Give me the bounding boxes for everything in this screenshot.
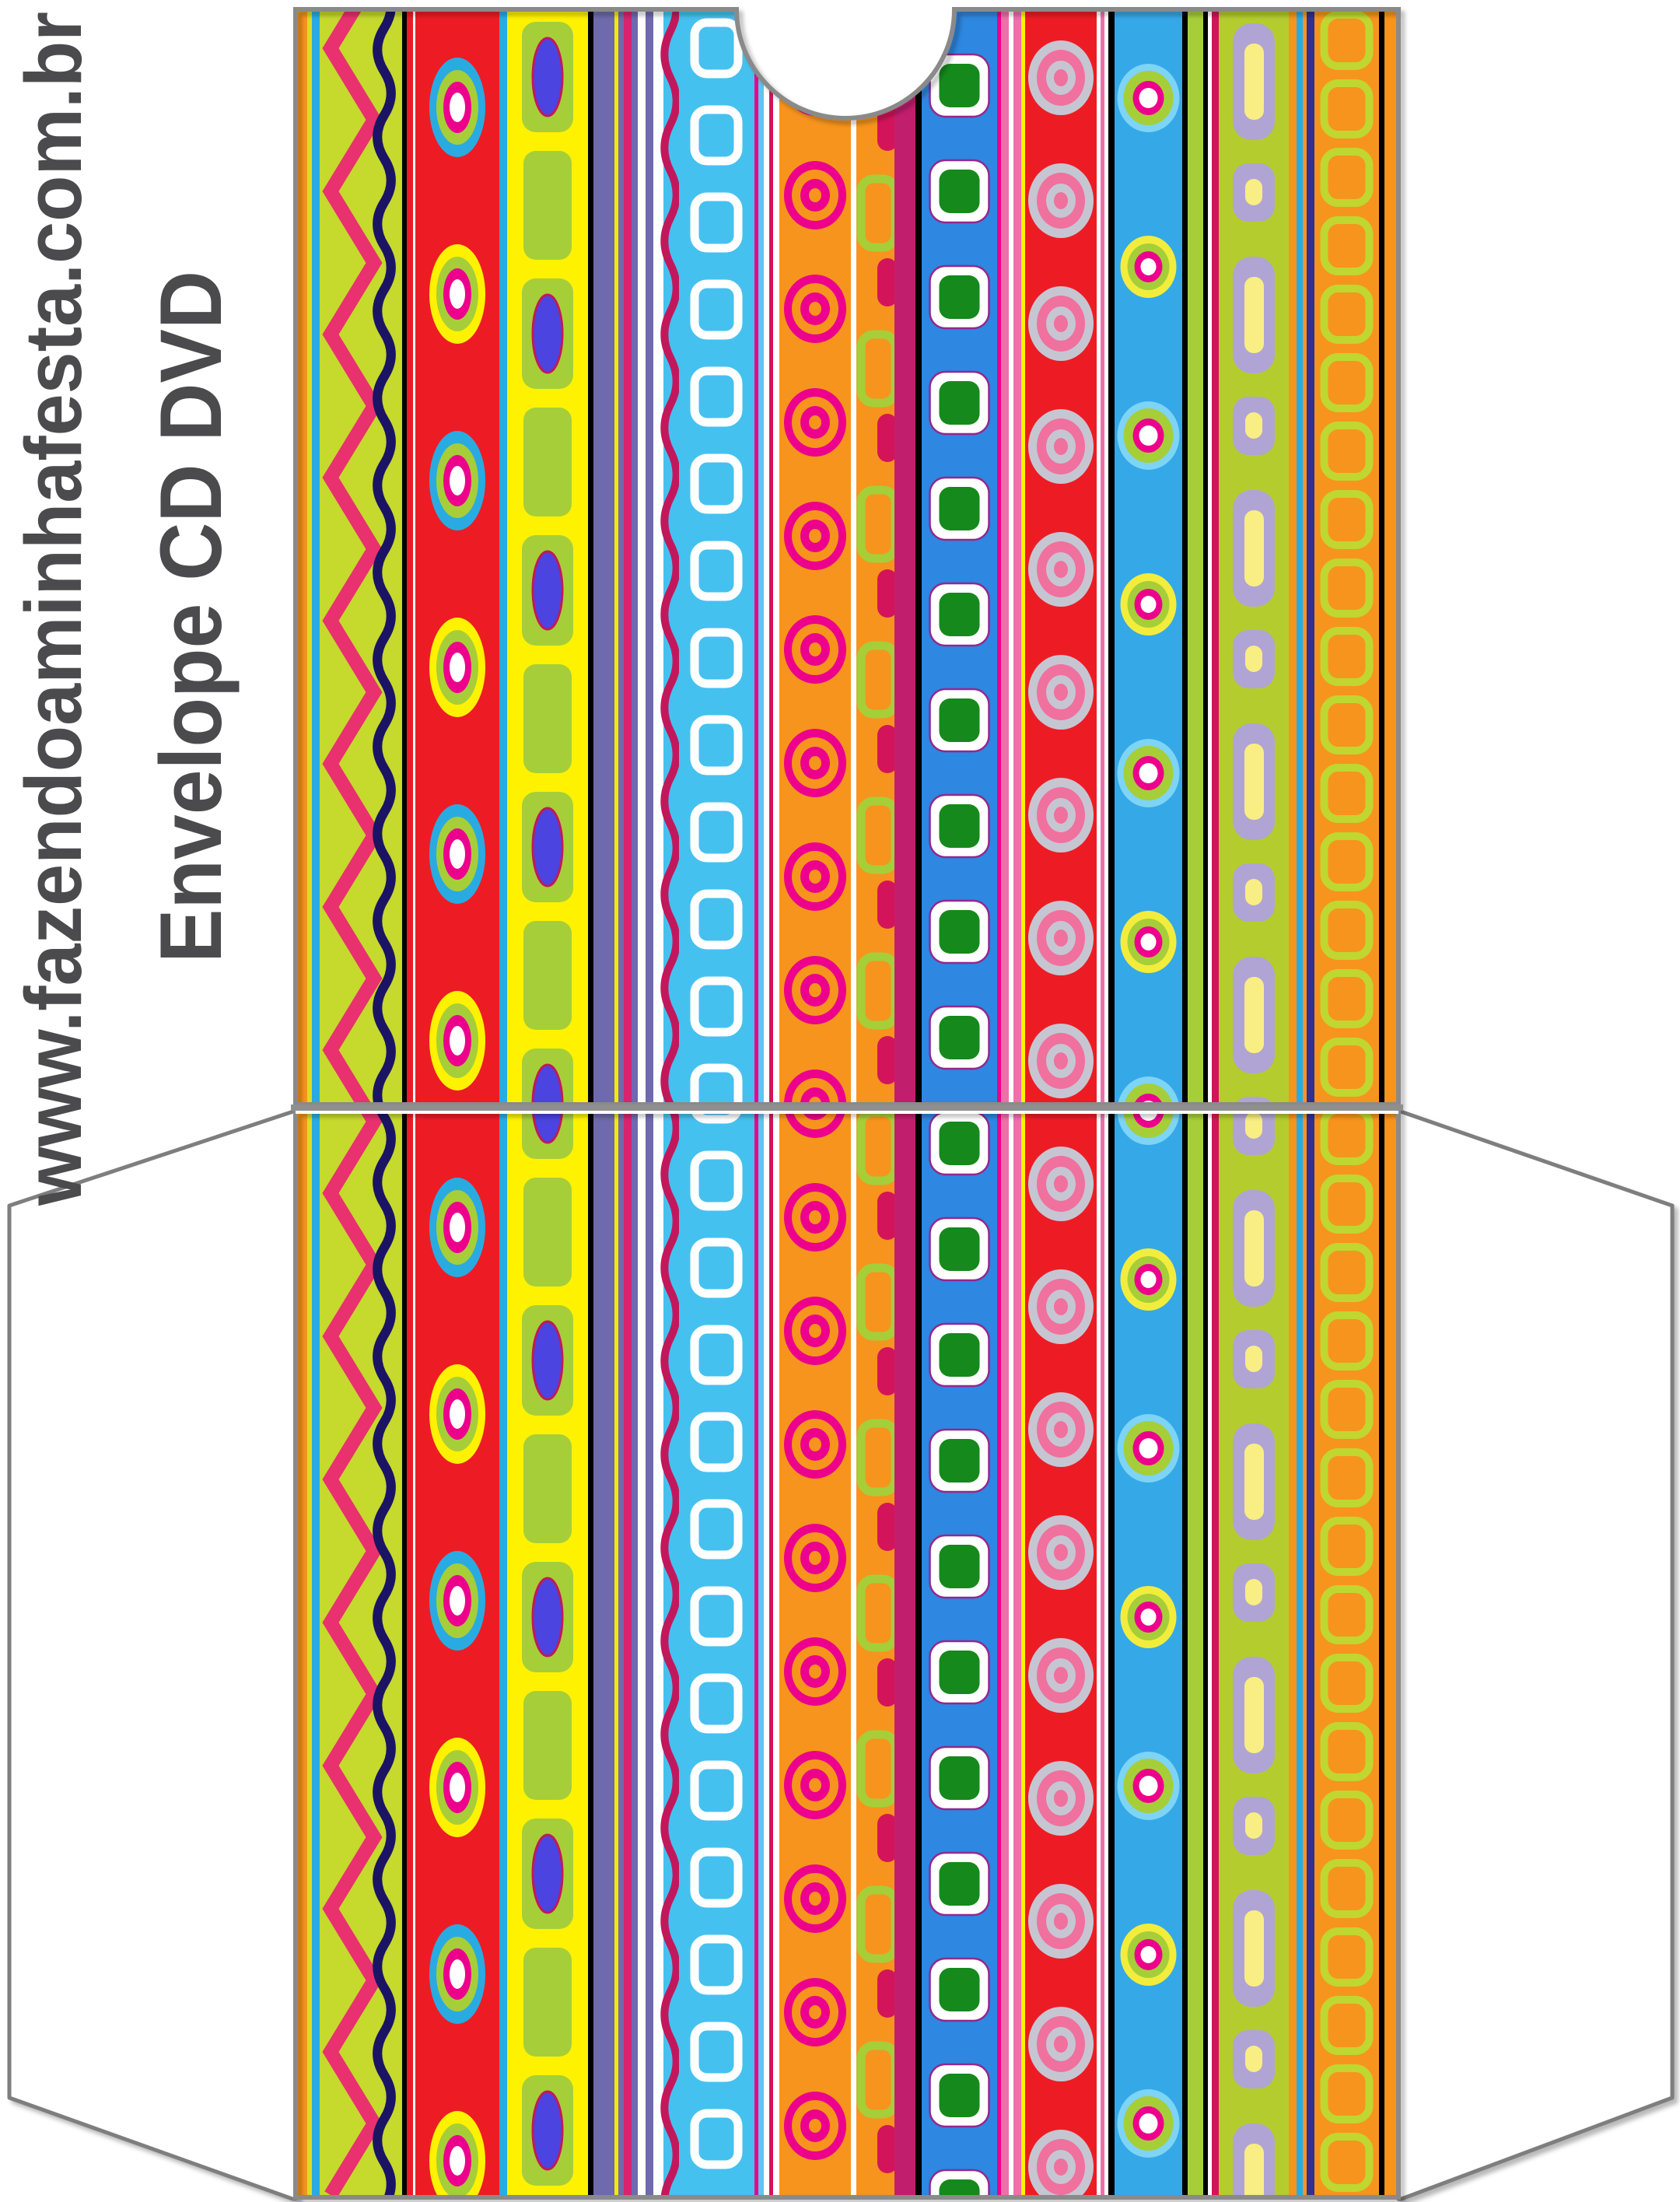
stripe-pattern [296, 9, 1398, 2197]
panel-fold-divider [291, 1105, 1403, 1111]
panel-fold-divider-highlight [296, 1111, 1398, 1114]
website-url: www.fazendoaminhafesta.com.br [9, 12, 98, 1206]
left-glue-flap [7, 1108, 298, 2201]
envelope-type-label: Envelope CD DVD [142, 271, 240, 963]
top-panel-outline [293, 7, 1401, 1107]
right-glue-flap [1396, 1108, 1675, 2201]
